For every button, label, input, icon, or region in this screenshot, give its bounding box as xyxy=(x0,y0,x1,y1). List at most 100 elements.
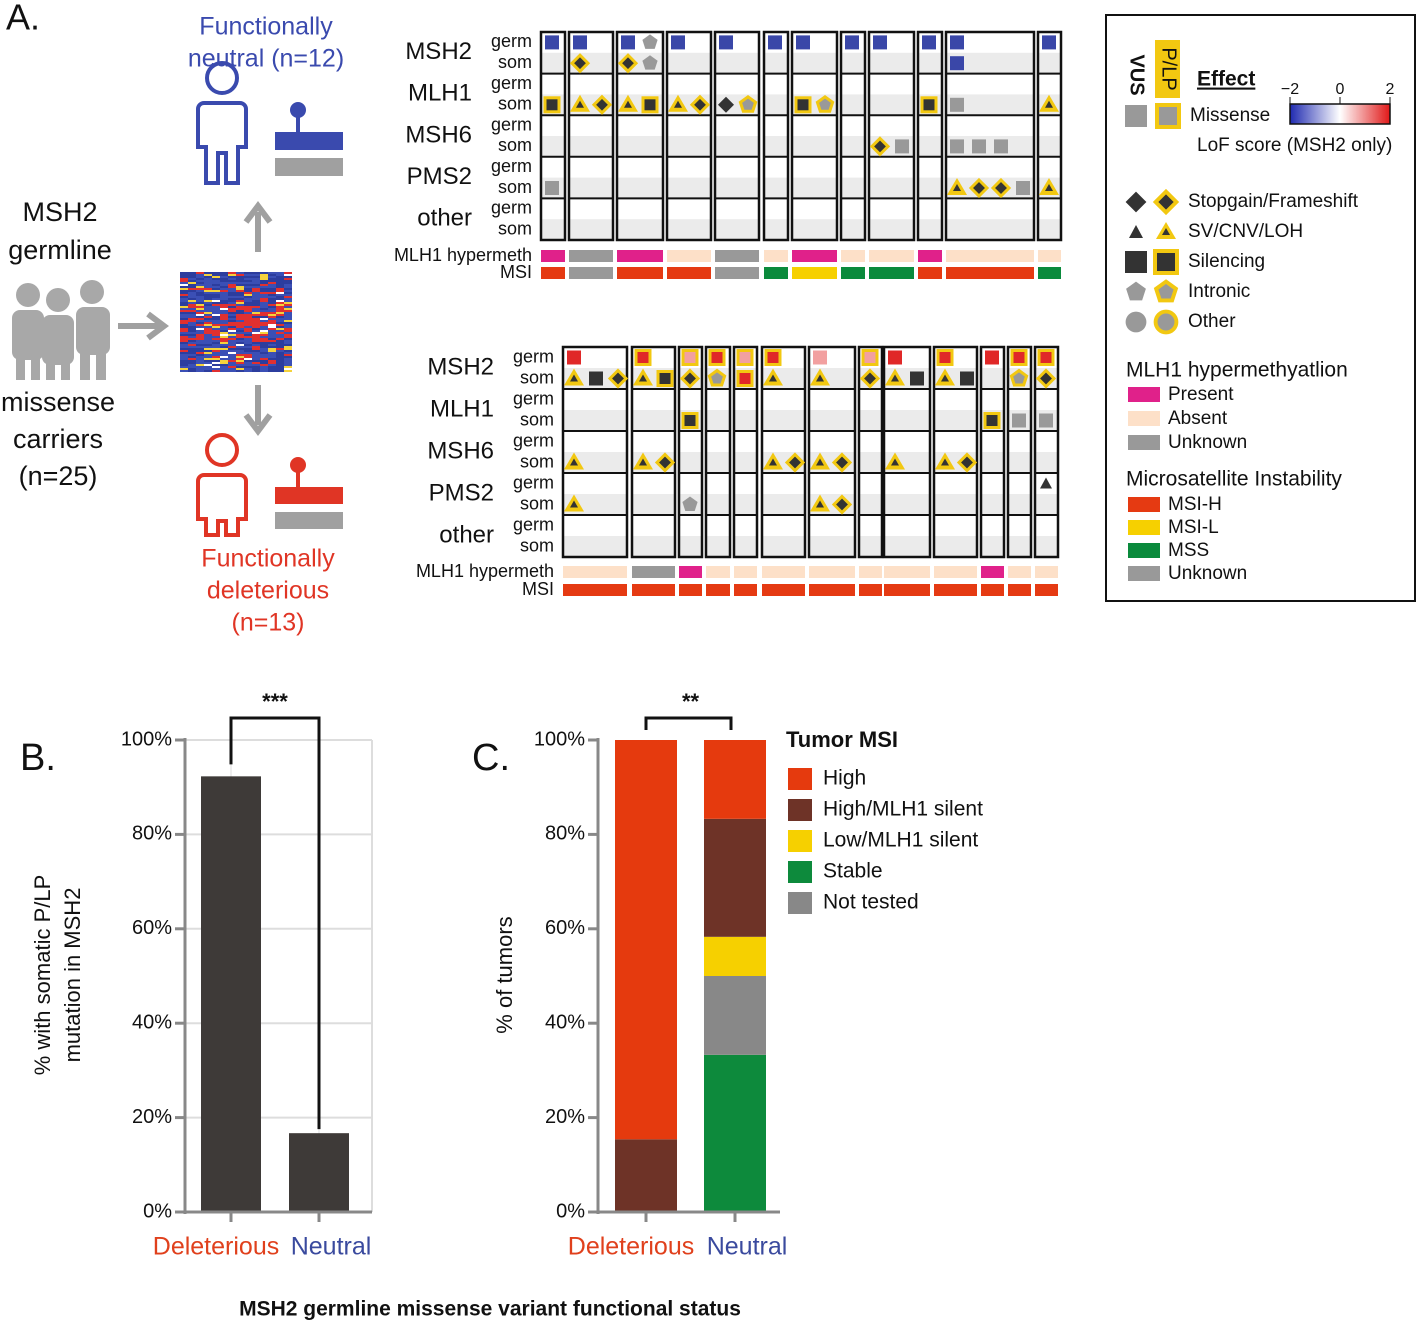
x-tick-label: Neutral xyxy=(707,1233,788,1261)
germ-label: germ xyxy=(513,346,554,366)
heat-cell xyxy=(236,294,244,296)
som-row xyxy=(884,410,930,431)
heat-cell xyxy=(236,280,244,282)
heat-cell xyxy=(268,278,276,280)
y-tick-label: 100% xyxy=(121,728,172,750)
heat-cell xyxy=(260,332,268,334)
patient-column xyxy=(704,345,732,559)
heat-cell xyxy=(228,334,236,336)
heat-cell xyxy=(252,350,260,352)
som-row xyxy=(1035,452,1058,473)
legend-effect-label: Silencing xyxy=(1188,251,1265,272)
legend-swatch xyxy=(788,799,812,821)
heat-cell xyxy=(284,272,292,274)
heat-cell xyxy=(228,280,236,282)
heat-cell xyxy=(284,292,292,294)
bar-segment xyxy=(615,1139,677,1212)
heat-cell xyxy=(284,342,292,344)
heat-cell xyxy=(180,300,188,302)
heat-cell xyxy=(244,358,252,360)
heat-cell xyxy=(188,316,196,318)
som-row xyxy=(869,219,914,240)
hypermeth-bar xyxy=(884,566,930,578)
som-row xyxy=(762,410,805,431)
heat-cell xyxy=(244,354,252,356)
heat-cell xyxy=(220,328,228,330)
heat-cell xyxy=(204,274,212,276)
heat-cell xyxy=(212,296,220,298)
som-label: som xyxy=(498,52,532,72)
heat-cell xyxy=(180,294,188,296)
mutation-mark xyxy=(941,458,949,466)
heat-cell xyxy=(220,300,228,302)
heat-cell xyxy=(268,276,276,278)
mutation-mark xyxy=(922,35,936,50)
heat-cell xyxy=(236,306,244,308)
heat-cell xyxy=(284,288,292,290)
heat-cell xyxy=(284,368,292,370)
mutation-mark xyxy=(679,368,701,389)
som-row xyxy=(859,452,882,473)
heat-cell xyxy=(276,282,284,284)
heat-cell xyxy=(196,336,204,338)
y-tick-label: 0% xyxy=(143,1200,172,1222)
mutation-mark xyxy=(891,458,899,466)
y-tick-label: 60% xyxy=(545,917,585,939)
heat-cell xyxy=(276,312,284,314)
mutation-mark xyxy=(570,500,578,508)
heat-cell xyxy=(236,276,244,278)
hypermeth-bar xyxy=(792,250,837,262)
heat-cell xyxy=(188,308,196,310)
heat-cell xyxy=(204,328,212,330)
heat-cell xyxy=(284,350,292,352)
heat-cell xyxy=(252,370,260,372)
heat-cell xyxy=(260,366,268,368)
heat-cell xyxy=(244,280,252,282)
heat-cell xyxy=(252,334,260,336)
mutation-mark xyxy=(869,136,891,157)
heat-cell xyxy=(260,302,268,304)
som-row xyxy=(841,52,865,74)
mutation-mark xyxy=(573,35,587,50)
mutation-mark xyxy=(815,94,835,113)
mutation-mark xyxy=(1009,368,1029,387)
som-row xyxy=(1008,494,1031,515)
legend-item: Unknown xyxy=(1168,563,1247,584)
heat-cell xyxy=(220,368,228,370)
heat-cell xyxy=(180,302,188,304)
heat-cell xyxy=(284,370,292,372)
heat-cell xyxy=(196,334,204,336)
mutation-mark xyxy=(1125,191,1147,213)
heat-cell xyxy=(260,272,268,274)
heat-cell xyxy=(196,304,204,306)
heat-cell xyxy=(220,342,228,344)
heat-cell xyxy=(276,290,284,292)
heat-cell xyxy=(284,324,292,326)
heat-cell xyxy=(268,366,276,368)
patient-column xyxy=(665,30,713,242)
heat-cell xyxy=(284,356,292,358)
heat-cell xyxy=(252,272,260,274)
germ-label: germ xyxy=(491,198,532,218)
mutation-mark xyxy=(936,349,954,366)
heat-cell xyxy=(196,306,204,308)
heat-cell xyxy=(260,304,268,306)
heat-cell xyxy=(252,358,260,360)
heat-cell xyxy=(252,286,260,288)
hypermeth-bar xyxy=(617,250,663,262)
patient-column xyxy=(677,345,704,559)
y-tick-label: 100% xyxy=(534,728,585,750)
msi-bar xyxy=(679,584,702,596)
gene-label: MSH6 xyxy=(405,121,472,148)
patient-column xyxy=(732,345,759,559)
heat-cell xyxy=(220,310,228,312)
gene-label: other xyxy=(417,205,472,232)
heat-cell xyxy=(236,284,244,286)
heat-cell xyxy=(260,336,268,338)
x-tick-label: Deleterious xyxy=(153,1233,279,1261)
heat-cell xyxy=(236,310,244,312)
heat-cell xyxy=(252,290,260,292)
heat-cell xyxy=(188,288,196,290)
som-row xyxy=(918,177,942,199)
